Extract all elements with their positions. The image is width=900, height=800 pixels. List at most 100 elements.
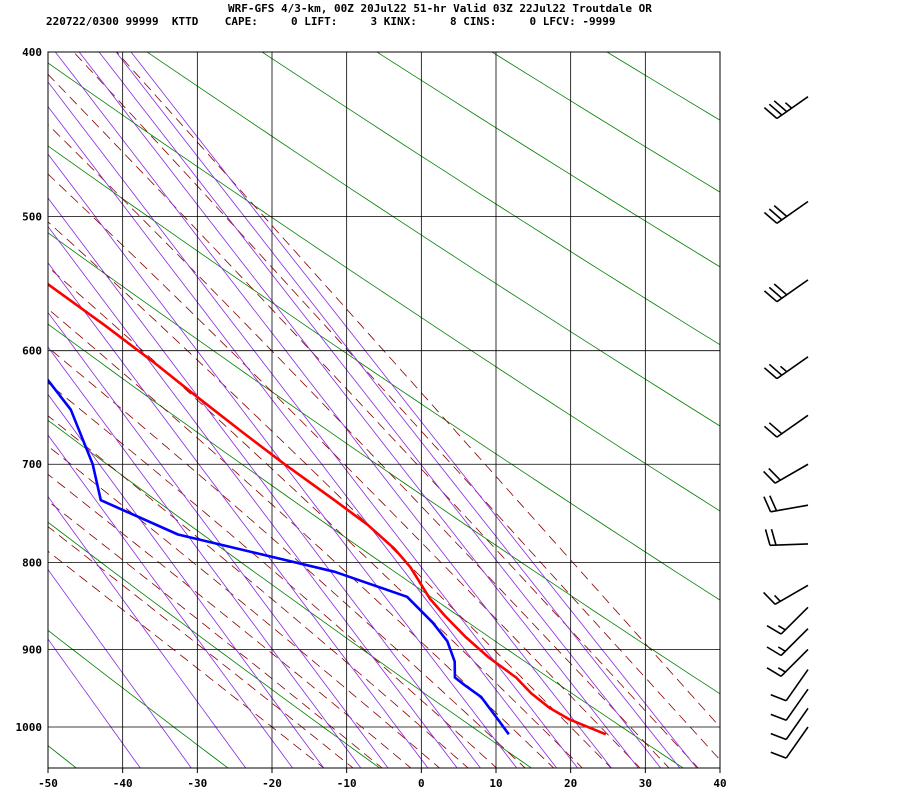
barb-shaft (776, 96, 809, 120)
moist-adiabat (48, 124, 670, 768)
moist-adiabat (73, 52, 720, 761)
barb-feather (763, 425, 778, 438)
mixing-ratio-line (48, 262, 429, 768)
wind-barb (770, 688, 809, 722)
y-tick-label: 700 (22, 458, 42, 471)
wind-barb (763, 96, 809, 120)
mixing-ratio-line (98, 52, 662, 768)
barb-shaft (769, 543, 809, 547)
y-tick-label: 800 (22, 557, 42, 570)
wind-barb (763, 414, 809, 438)
barb-shaft (776, 414, 809, 438)
x-tick-label: 20 (564, 777, 577, 790)
barb-shaft (776, 279, 809, 303)
barb-feather (773, 283, 788, 296)
y-tick-label: 600 (22, 345, 42, 358)
dewpoint-profile (48, 378, 510, 736)
mixing-ratio-line (48, 81, 579, 768)
x-tick-label: 30 (639, 777, 652, 790)
dry-adiabat (606, 52, 720, 121)
barb-feather (770, 713, 787, 722)
barb-feather (770, 694, 787, 702)
dry-adiabat (48, 521, 381, 768)
dry-adiabat (48, 629, 229, 768)
barb-feather (768, 286, 783, 299)
dry-adiabat (48, 419, 533, 768)
wind-barb (763, 279, 809, 303)
barb-half-feather (777, 625, 786, 631)
barb-shaft (785, 726, 809, 759)
moist-adiabat (48, 526, 354, 768)
barb-feather (773, 204, 788, 218)
wind-barb (770, 707, 809, 741)
mixing-ratio-line (78, 52, 639, 768)
barb-feather (773, 100, 788, 113)
barb-feather (763, 290, 778, 303)
barb-shaft (774, 584, 809, 605)
wind-barb (763, 200, 809, 224)
y-axis: 400 500 600 700 800 900 1000 (16, 46, 43, 734)
wind-barb (764, 528, 809, 547)
barb-half-feather (777, 667, 786, 673)
barb-shaft (776, 200, 809, 224)
x-tick-label: -10 (337, 777, 357, 790)
barb-feather (763, 106, 778, 120)
wind-barbs (763, 96, 809, 759)
barb-feather (766, 667, 782, 677)
moist-adiabat (48, 221, 612, 768)
moist-adiabat (48, 415, 469, 768)
dry-adiabat (48, 232, 720, 695)
barb-feather (763, 367, 778, 380)
x-tick-label: 10 (489, 777, 502, 790)
barb-shaft (780, 648, 809, 677)
wind-barb (770, 726, 809, 759)
mixing-ratio-line (130, 52, 698, 768)
x-tick-label: -50 (38, 777, 58, 790)
chart-title: WRF-GFS 4/3-km, 00Z 20Jul22 51-hr Valid … (228, 2, 652, 15)
mixing-ratio-line (48, 434, 294, 768)
x-axis: -50 -40 -30 -20 -10 0 10 20 30 40 (38, 768, 727, 790)
mixing-ratio-line (48, 153, 518, 768)
moist-adiabat (48, 382, 498, 768)
barb-shaft (780, 628, 809, 657)
wind-barb (766, 606, 809, 635)
y-tick-label: 400 (22, 46, 42, 59)
barb-shaft (785, 688, 809, 721)
barb-shaft (785, 707, 809, 740)
barb-feather (768, 422, 783, 435)
temperature-profile (48, 282, 607, 736)
moist-adiabat (48, 73, 699, 768)
barb-feather (763, 211, 778, 224)
barb-half-feather (784, 102, 793, 109)
dry-adiabat (658, 14, 900, 770)
wind-barb (763, 584, 809, 605)
wind-barb (763, 495, 809, 513)
mixing-ratio-line (48, 638, 141, 768)
moist-adiabat (48, 473, 412, 768)
plot-area (48, 14, 900, 770)
barb-half-feather (779, 365, 788, 373)
barb-feather (769, 495, 778, 512)
wind-barb (763, 356, 809, 380)
x-tick-label: -20 (262, 777, 282, 790)
mixing-ratio-line (48, 495, 247, 768)
mixing-ratio-line (48, 568, 192, 768)
mixing-ratio-line (48, 225, 458, 768)
moist-adiabat (48, 347, 526, 768)
barb-shaft (774, 463, 809, 484)
mixing-ratio-line (48, 105, 558, 768)
plot-frame (47, 51, 721, 769)
barb-feather (763, 470, 776, 484)
barb-half-feather (777, 646, 786, 652)
barb-feather (763, 496, 772, 513)
y-tick-label: 500 (22, 210, 42, 223)
dry-adiabat (146, 52, 720, 427)
x-tick-label: 40 (713, 777, 726, 790)
y-tick-label: 1000 (16, 721, 43, 734)
barb-feather (766, 646, 782, 657)
mixing-ratio-line (48, 393, 325, 768)
barb-feather (766, 625, 782, 635)
dry-adiabat (261, 52, 720, 346)
mixing-ratio-line (48, 311, 389, 768)
